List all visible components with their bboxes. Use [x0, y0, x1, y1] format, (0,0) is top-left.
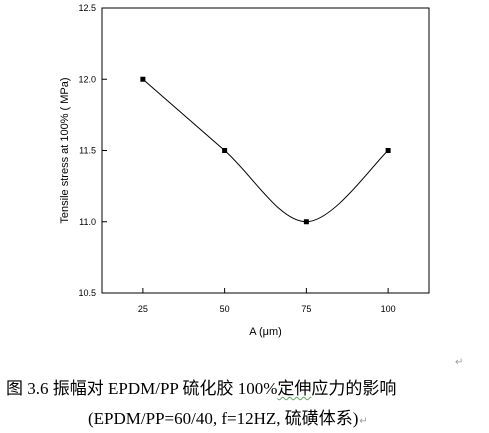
data-point — [303, 219, 309, 225]
y-tick-label: 11.5 — [79, 146, 96, 156]
return-mark-2: ↵ — [359, 416, 368, 427]
data-points — [140, 76, 391, 225]
y-tick-label: 12.0 — [78, 74, 96, 84]
plot-frame — [101, 7, 430, 294]
x-tick-label: 50 — [220, 304, 230, 314]
caption-line-1-suffix: 应力的影响 — [311, 379, 397, 398]
caption-line-1-underlined: 定伸 — [277, 379, 312, 398]
x-axis-label: A (μm) — [249, 326, 282, 338]
y-tick-label: 12.5 — [78, 3, 96, 13]
figure-caption-line-1: 图 3.6 振幅对 EPDM/PP 硫化胶 100%定伸应力的影响 — [6, 374, 489, 399]
figure-caption-line-2: (EPDM/PP=60/40, f=12HZ, 硫磺体系)↵ — [88, 404, 489, 429]
series-line — [142, 78, 389, 223]
caption-line-1-prefix: 图 3.6 振幅对 EPDM/PP 硫化胶 100% — [6, 379, 278, 398]
data-point — [140, 76, 146, 82]
x-tick-label: 100 — [381, 304, 396, 314]
y-tick-label: 11.0 — [79, 217, 96, 227]
chart: 10.5 11.0 11.5 12.0 12.5 25 50 75 100 Tensile s… — [59, 3, 430, 338]
caption-line-2-text: (EPDM/PP=60/40, f=12HZ, 硫磺体系) — [88, 409, 359, 428]
y-tick-label: 10.5 — [78, 288, 96, 298]
data-point — [385, 148, 391, 153]
x-axis-ticks: 25 50 75 100 — [138, 288, 396, 314]
y-axis-ticks: 10.5 11.0 11.5 12.0 12.5 — [78, 3, 107, 298]
y-axis-label: Tensile stress at 100% ( MPa) — [59, 77, 71, 223]
x-tick-label: 25 — [138, 304, 148, 314]
return-mark: ↵ — [455, 357, 464, 368]
data-point — [222, 148, 228, 153]
x-tick-label: 75 — [301, 304, 311, 314]
